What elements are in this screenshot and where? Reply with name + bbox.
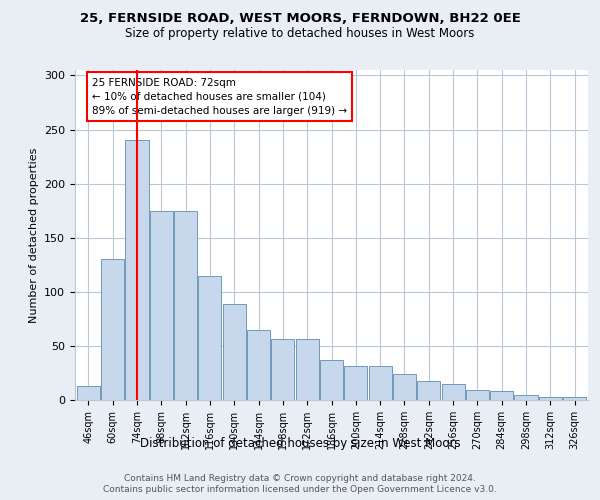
Text: Contains HM Land Registry data © Crown copyright and database right 2024.: Contains HM Land Registry data © Crown c… [124, 474, 476, 483]
Bar [101, 260, 124, 400]
Bar [271, 340, 295, 400]
Bar [320, 360, 343, 400]
Bar [539, 397, 562, 400]
Text: Size of property relative to detached houses in West Moors: Size of property relative to detached ho… [125, 28, 475, 40]
Bar [442, 384, 464, 400]
Bar [174, 210, 197, 400]
Bar [150, 210, 173, 400]
Text: 25 FERNSIDE ROAD: 72sqm
← 10% of detached houses are smaller (104)
89% of semi-d: 25 FERNSIDE ROAD: 72sqm ← 10% of detache… [92, 78, 347, 116]
Bar [296, 340, 319, 400]
Bar [247, 330, 270, 400]
Bar [125, 140, 149, 400]
Bar [77, 386, 100, 400]
Text: Distribution of detached houses by size in West Moors: Distribution of detached houses by size … [140, 438, 460, 450]
Bar [344, 366, 367, 400]
Text: 25, FERNSIDE ROAD, WEST MOORS, FERNDOWN, BH22 0EE: 25, FERNSIDE ROAD, WEST MOORS, FERNDOWN,… [80, 12, 520, 26]
Bar [514, 394, 538, 400]
Bar [466, 390, 489, 400]
Bar [417, 380, 440, 400]
Bar [563, 397, 586, 400]
Y-axis label: Number of detached properties: Number of detached properties [29, 148, 38, 322]
Bar [199, 276, 221, 400]
Bar [223, 304, 246, 400]
Bar [368, 366, 392, 400]
Text: Contains public sector information licensed under the Open Government Licence v3: Contains public sector information licen… [103, 485, 497, 494]
Bar [393, 374, 416, 400]
Bar [490, 392, 513, 400]
